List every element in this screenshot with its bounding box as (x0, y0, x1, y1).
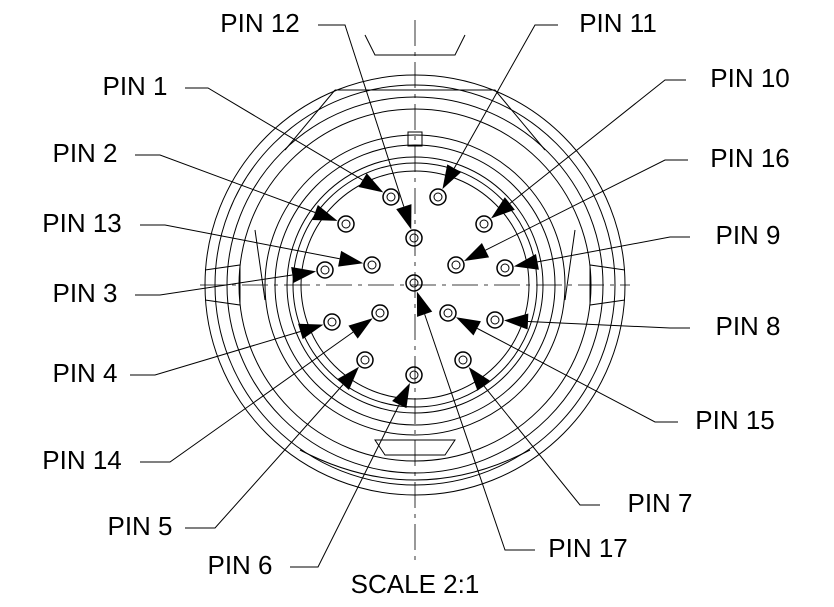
pin-core (433, 192, 443, 202)
pin-label: PIN 3 (52, 278, 117, 308)
pin (356, 351, 374, 369)
pin-label: PIN 2 (52, 138, 117, 168)
pin-label: PIN 12 (220, 8, 300, 38)
arrowhead (468, 367, 490, 391)
leader-line (140, 331, 354, 463)
arrowhead (312, 205, 338, 221)
leader-line (318, 24, 405, 207)
pin-label: PIN 16 (710, 143, 790, 173)
connector-body (200, 20, 630, 560)
pin (382, 188, 400, 206)
pin-label: PIN 6 (207, 550, 272, 580)
arrowhead (442, 164, 462, 190)
pin (323, 313, 341, 331)
pin (496, 259, 514, 277)
arrowhead (455, 317, 481, 336)
arrowhead (396, 204, 412, 230)
pin-core (458, 355, 468, 365)
pin (486, 311, 504, 329)
pin-core (320, 265, 330, 275)
pin-label: PIN 8 (715, 311, 780, 341)
pin-core (490, 315, 500, 325)
leader-line (290, 404, 400, 568)
arrowhead (491, 197, 515, 219)
leader-line (140, 224, 340, 260)
pin-core (500, 263, 510, 273)
arrowhead (513, 254, 539, 270)
leader-line (135, 154, 316, 213)
pin-label: PIN 17 (548, 533, 628, 563)
arrowhead (337, 366, 360, 390)
pin-core (409, 233, 419, 243)
pin-label: PIN 7 (627, 488, 692, 518)
arrowhead (392, 383, 410, 409)
pin-label: PIN 4 (52, 358, 117, 388)
pin-core (443, 308, 453, 318)
leader-line (453, 24, 558, 169)
arrowhead (503, 313, 529, 330)
pin-label: PIN 14 (42, 445, 122, 475)
pin (337, 215, 355, 233)
pin (316, 261, 334, 279)
pin (454, 351, 472, 369)
pin-core (451, 260, 461, 270)
pin (371, 304, 389, 322)
leader-line (483, 385, 600, 506)
arrowhead (358, 173, 384, 193)
pin-label: PIN 5 (107, 511, 172, 541)
pin (439, 304, 457, 322)
leader-line (476, 327, 678, 423)
leader-line (130, 330, 301, 376)
leader-line (485, 159, 688, 251)
arrowhead (348, 318, 373, 339)
pin-label: PIN 13 (42, 208, 122, 238)
pin-label: PIN 11 (579, 8, 657, 38)
pin-core (341, 219, 351, 229)
pin (363, 256, 381, 274)
pin (447, 256, 465, 274)
pin-core (375, 308, 385, 318)
arrowhead (338, 250, 364, 267)
pin-label: PIN 1 (102, 71, 167, 101)
arrowhead (298, 323, 324, 340)
arrowhead (291, 267, 317, 283)
pin-core (360, 355, 370, 365)
leader-line (135, 274, 293, 296)
pin (405, 229, 423, 247)
pin-core (386, 192, 396, 202)
leader-line (424, 314, 535, 551)
leader-line (527, 321, 690, 329)
pin-core (327, 317, 337, 327)
pin-label: PIN 10 (710, 63, 790, 93)
pin (429, 188, 447, 206)
pin-core (367, 260, 377, 270)
pin-core (479, 219, 489, 229)
scale-label: SCALE 2:1 (351, 569, 480, 599)
leader-line (185, 384, 344, 529)
pin (475, 215, 493, 233)
pin-core (409, 370, 419, 380)
pin-core (409, 278, 419, 288)
leader-line (185, 87, 363, 181)
pin (405, 274, 423, 292)
pin-label: PIN 9 (715, 220, 780, 250)
leader-line (537, 236, 690, 263)
pin-label: PIN 15 (695, 405, 775, 435)
arrowhead (416, 291, 433, 317)
arrowhead (464, 243, 490, 261)
leader-line (509, 79, 686, 204)
pin (405, 366, 423, 384)
